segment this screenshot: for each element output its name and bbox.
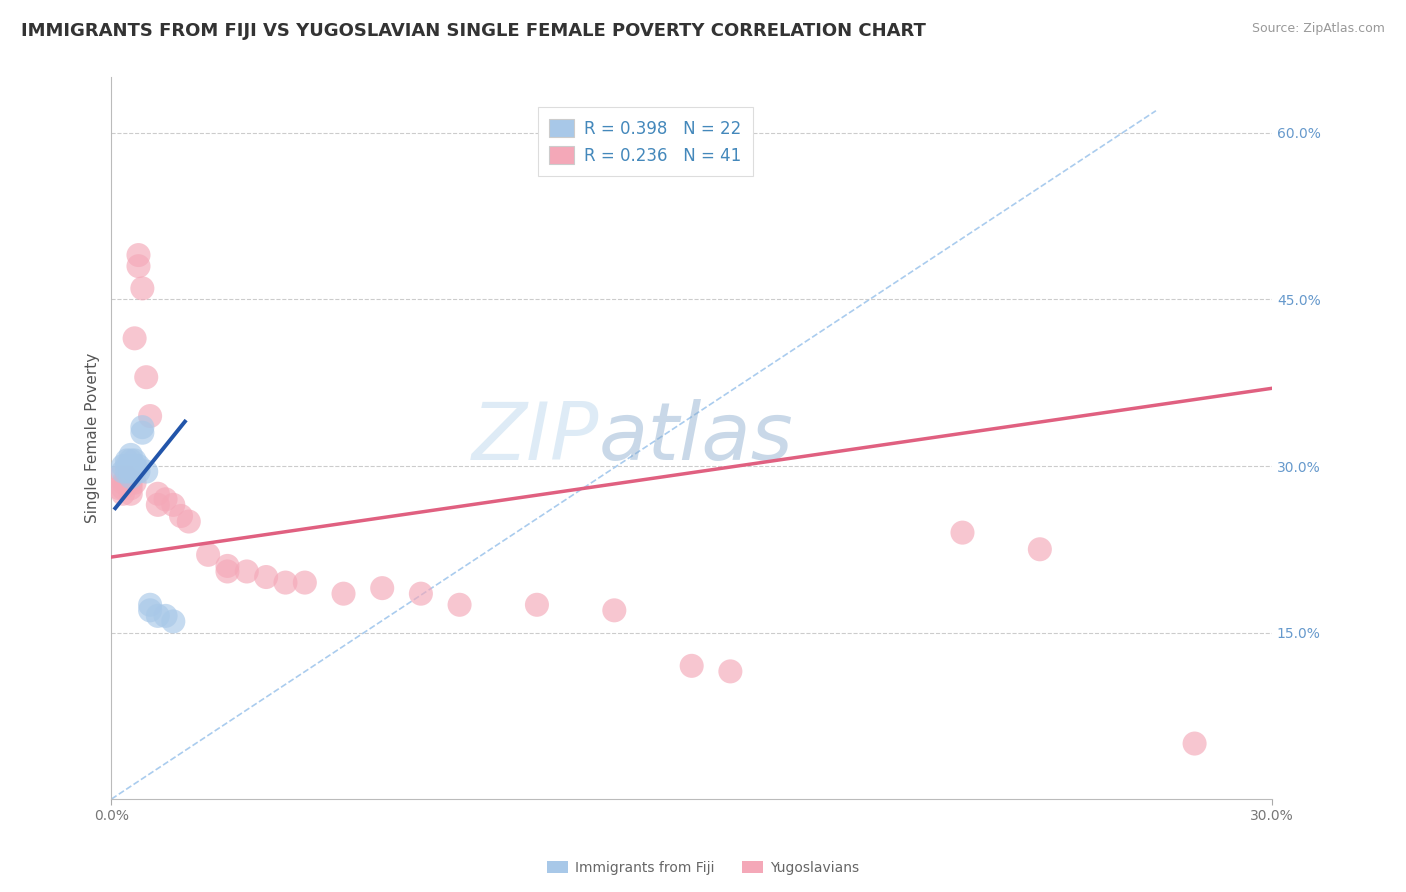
Point — [115, 458, 138, 473]
Point — [236, 565, 259, 579]
Point — [131, 281, 153, 295]
Point — [155, 492, 177, 507]
Point — [124, 453, 146, 467]
Point — [177, 515, 200, 529]
Text: IMMIGRANTS FROM FIJI VS YUGOSLAVIAN SINGLE FEMALE POVERTY CORRELATION CHART: IMMIGRANTS FROM FIJI VS YUGOSLAVIAN SING… — [21, 22, 927, 40]
Point — [139, 598, 162, 612]
Point — [139, 409, 162, 423]
Point — [120, 453, 142, 467]
Text: atlas: atlas — [599, 400, 793, 477]
Point — [162, 498, 184, 512]
Point — [111, 481, 134, 495]
Point — [127, 248, 149, 262]
Point — [120, 487, 142, 501]
Legend: Immigrants from Fiji, Yugoslavians: Immigrants from Fiji, Yugoslavians — [541, 855, 865, 880]
Point — [197, 548, 219, 562]
Point — [1029, 542, 1052, 557]
Point — [1184, 737, 1206, 751]
Point — [127, 458, 149, 473]
Point — [124, 465, 146, 479]
Point — [603, 603, 626, 617]
Point — [274, 575, 297, 590]
Point — [108, 470, 131, 484]
Point — [146, 498, 169, 512]
Point — [294, 575, 316, 590]
Point — [115, 453, 138, 467]
Point — [120, 475, 142, 490]
Point — [120, 481, 142, 495]
Point — [111, 465, 134, 479]
Point — [371, 581, 394, 595]
Point — [146, 608, 169, 623]
Point — [135, 370, 157, 384]
Point — [115, 475, 138, 490]
Point — [146, 487, 169, 501]
Point — [139, 603, 162, 617]
Point — [162, 615, 184, 629]
Point — [120, 465, 142, 479]
Point — [131, 420, 153, 434]
Point — [120, 448, 142, 462]
Point — [409, 587, 432, 601]
Point — [111, 475, 134, 490]
Text: ZIP: ZIP — [471, 400, 599, 477]
Text: Source: ZipAtlas.com: Source: ZipAtlas.com — [1251, 22, 1385, 36]
Point — [111, 487, 134, 501]
Point — [155, 608, 177, 623]
Point — [124, 475, 146, 490]
Point — [115, 470, 138, 484]
Point — [681, 658, 703, 673]
Point — [449, 598, 471, 612]
Point — [131, 425, 153, 440]
Y-axis label: Single Female Poverty: Single Female Poverty — [86, 353, 100, 524]
Legend: R = 0.398   N = 22, R = 0.236   N = 41: R = 0.398 N = 22, R = 0.236 N = 41 — [537, 107, 754, 177]
Point — [952, 525, 974, 540]
Point — [124, 331, 146, 345]
Point — [127, 259, 149, 273]
Point — [718, 665, 741, 679]
Point — [254, 570, 277, 584]
Point — [170, 508, 193, 523]
Point — [526, 598, 548, 612]
Point — [120, 470, 142, 484]
Point — [127, 465, 149, 479]
Point — [217, 558, 239, 573]
Point — [108, 481, 131, 495]
Point — [111, 458, 134, 473]
Point — [115, 465, 138, 479]
Point — [217, 565, 239, 579]
Point — [135, 465, 157, 479]
Point — [332, 587, 354, 601]
Point — [124, 458, 146, 473]
